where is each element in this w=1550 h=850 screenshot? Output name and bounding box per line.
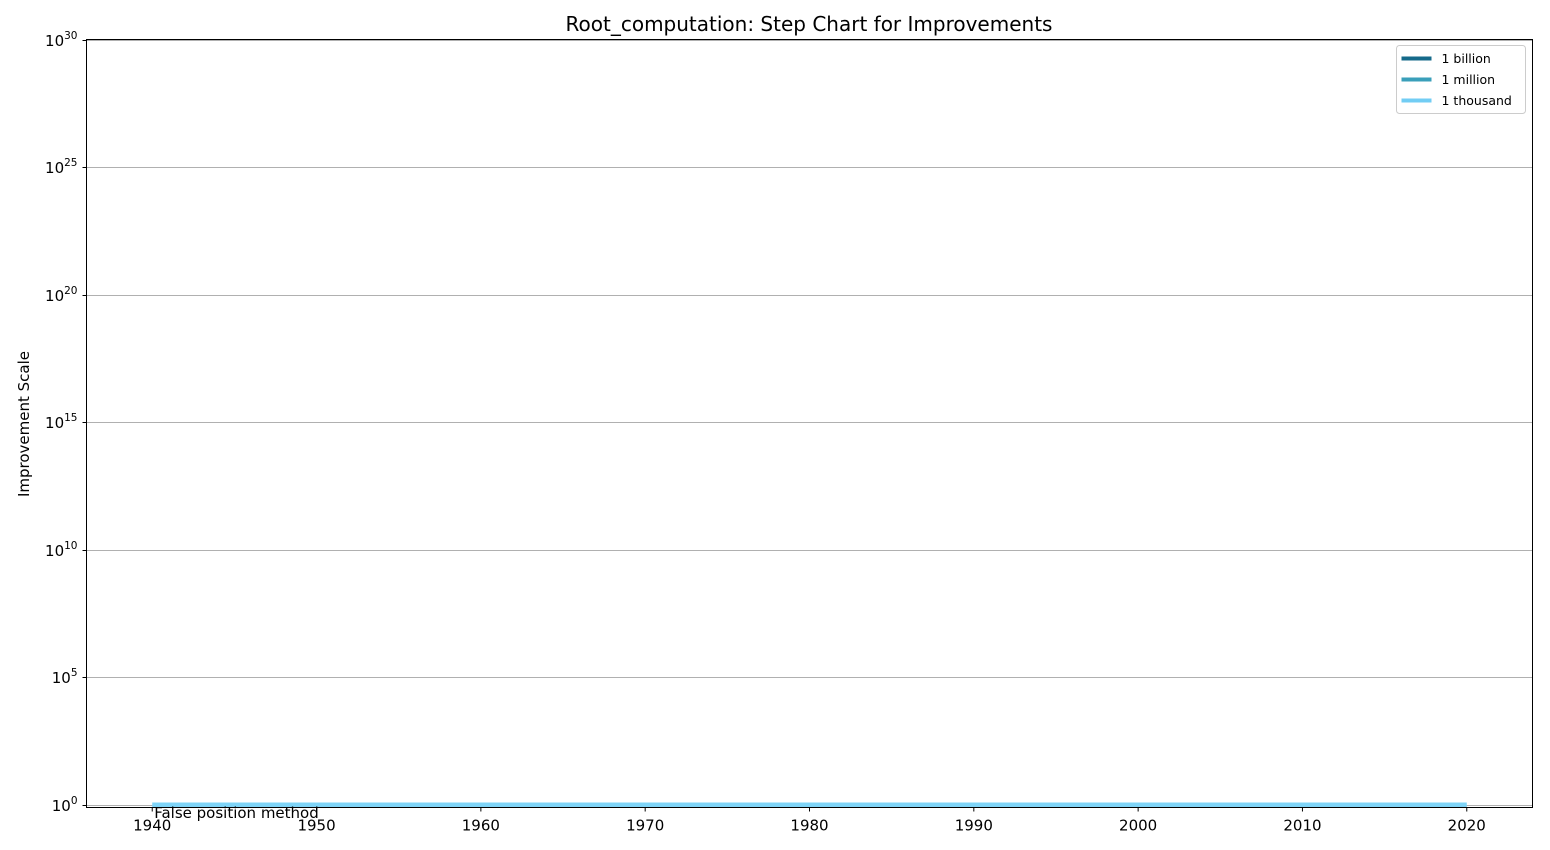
x-tick-label: 1980 bbox=[790, 817, 828, 835]
annotation-label: False position method bbox=[154, 804, 319, 822]
x-tick-label: 1960 bbox=[462, 817, 500, 835]
legend-label: 1 billion bbox=[1442, 51, 1491, 66]
y-tick-label: 1010 bbox=[45, 540, 77, 560]
x-tick-label: 1970 bbox=[626, 817, 664, 835]
x-tick-label: 2020 bbox=[1448, 817, 1486, 835]
y-axis-label: Improvement Scale bbox=[15, 351, 33, 497]
x-tick-label: 1940 bbox=[133, 817, 171, 835]
y-axis: 100 105 1010 1015 1020 1025 1030 bbox=[45, 30, 87, 815]
y-tick-label: 1030 bbox=[45, 30, 77, 50]
chart-title: Root_computation: Step Chart for Improve… bbox=[566, 12, 1053, 36]
grid-lines bbox=[86, 40, 1533, 806]
legend: 1 billion 1 million 1 thousand bbox=[1396, 45, 1526, 114]
x-tick-label: 1950 bbox=[297, 817, 335, 835]
legend-label: 1 million bbox=[1442, 72, 1496, 87]
x-tick-label: 2000 bbox=[1119, 817, 1157, 835]
legend-box bbox=[1396, 45, 1526, 114]
x-tick-label: 1990 bbox=[955, 817, 993, 835]
y-tick-label: 1020 bbox=[45, 285, 77, 305]
x-axis: 1940 1950 1960 1970 1980 1990 2000 2010 2020 bbox=[133, 807, 1486, 835]
legend-label: 1 thousand bbox=[1442, 93, 1512, 108]
plot-area-frame bbox=[86, 39, 1533, 808]
y-tick-label: 105 bbox=[52, 667, 78, 687]
y-tick-label: 1025 bbox=[45, 157, 77, 177]
x-tick-label: 2010 bbox=[1283, 817, 1321, 835]
y-tick-label: 1015 bbox=[45, 412, 77, 432]
annotations: False position method bbox=[154, 804, 319, 822]
y-tick-label: 100 bbox=[52, 795, 78, 815]
